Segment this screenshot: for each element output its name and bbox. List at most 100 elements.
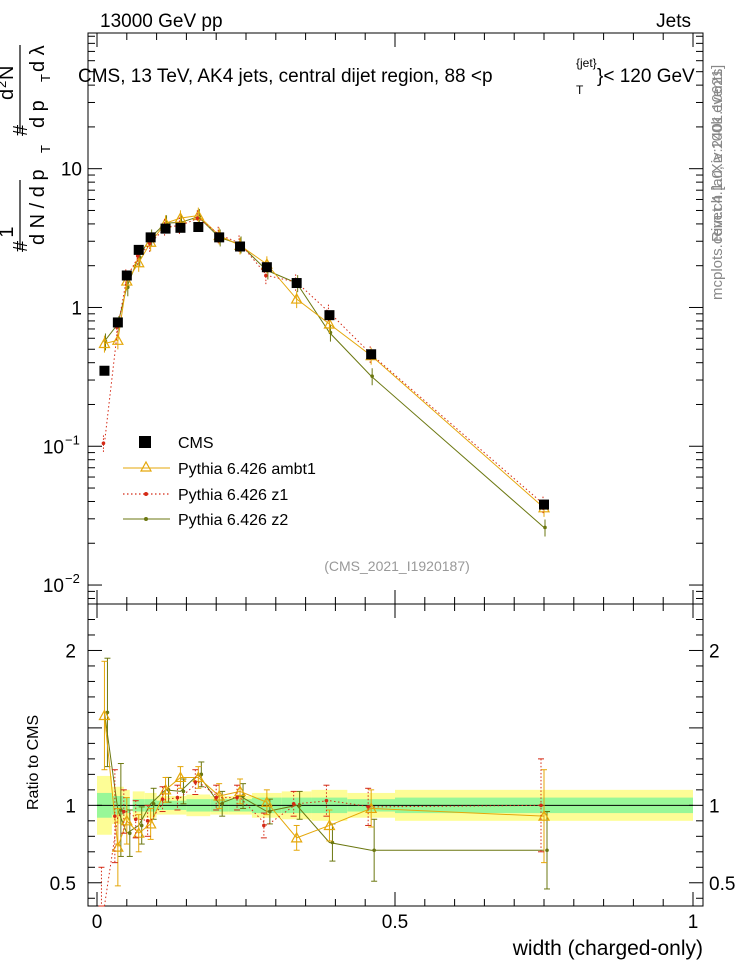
ylabel-sub-t2: T — [38, 74, 53, 82]
ratio-marker-2 — [193, 780, 198, 784]
ratio-marker-3 — [139, 823, 144, 828]
ratio-marker-3 — [372, 848, 376, 853]
ratio-marker-3 — [330, 840, 335, 845]
cms-marker — [145, 232, 156, 243]
x-tick-label: 1 — [688, 912, 699, 933]
ylabel-sub-t: T — [38, 145, 53, 153]
cms-marker — [291, 278, 302, 289]
series-line-3 — [104, 216, 545, 528]
upper-tick-exponent: −2 — [65, 571, 80, 586]
ratio-ambt1-marker — [111, 840, 124, 852]
cms-marker — [366, 349, 377, 360]
ylabel-denominator2: d p — [27, 100, 49, 128]
ratio-marker-3 — [220, 801, 224, 806]
x-tick-label: 0 — [92, 912, 103, 933]
cms-marker — [261, 262, 272, 273]
series-line-1 — [104, 214, 545, 509]
ylabel-hash1: # — [10, 240, 32, 252]
upper-tick-label: 10 — [43, 437, 64, 458]
ratio-marker-2 — [291, 801, 296, 806]
x-axis-label: width (charged-only) — [512, 937, 703, 960]
title-sub: T — [576, 83, 584, 97]
ratio-marker-2 — [235, 795, 239, 800]
ratio-marker-2 — [324, 798, 329, 803]
ratio-tick-label-left: 0.5 — [50, 874, 76, 895]
ratio-ambt1-marker — [120, 814, 133, 826]
ratio-marker-2 — [122, 809, 126, 814]
ratio-ambt1-marker — [290, 831, 303, 843]
ambt1-marker — [98, 337, 111, 349]
ylabel-n: N — [0, 66, 18, 80]
ratio-marker-3 — [151, 801, 156, 806]
ratio-marker-2 — [214, 795, 218, 800]
ratio-y-label: Ratio to CMS — [25, 715, 42, 810]
ambt1-marker — [120, 274, 133, 286]
cms-marker — [193, 222, 204, 233]
cms-marker — [112, 317, 123, 328]
ambt1-marker — [132, 256, 145, 268]
ratio-ambt1-marker — [159, 783, 172, 795]
ylabel-one: 1 — [0, 226, 18, 237]
upper-y-label: # 1 d N / d p T # d 2 N d p T d λ — [0, 45, 53, 252]
upper-tick-label: 10 — [43, 576, 64, 597]
ylabel-numerator: d — [0, 89, 18, 100]
ratio-marker-2 — [113, 814, 117, 818]
plot-title: CMS, 13 TeV, AK4 jets, central dijet reg… — [78, 56, 695, 97]
ratio-marker-3 — [181, 789, 186, 794]
x-tick-label: 0.5 — [382, 912, 408, 933]
ratio-marker-3 — [545, 848, 549, 853]
ratio-marker-2 — [366, 805, 370, 809]
ambt1-marker — [111, 334, 124, 345]
legend-ambt1-marker — [139, 460, 153, 472]
series-marker-3 — [370, 374, 374, 378]
cms-marker — [121, 270, 132, 281]
ylabel-dlambda: d λ — [27, 45, 49, 72]
ratio-marker-3 — [297, 803, 302, 808]
legend-z1-label: Pythia 6.426 z1 — [178, 487, 288, 504]
side-label-bottom: mcplots.cern.ch [arXiv:2401.10621] — [709, 65, 726, 300]
upper-tick-label: 10 — [61, 160, 82, 181]
ratio-bands — [97, 775, 693, 835]
ylabel-denominator: d N / d p — [27, 169, 49, 245]
series-marker-2 — [135, 254, 140, 258]
upper-tick-exponent: −1 — [65, 432, 80, 447]
legend-z1-marker — [144, 492, 148, 496]
ratio-marker-2 — [145, 819, 150, 823]
cms-marker — [324, 310, 335, 321]
ratio-ambt1-marker — [174, 771, 187, 783]
header-right: Jets — [656, 11, 691, 32]
ratio-ambt1-marker — [234, 785, 247, 796]
ratio-marker-2 — [133, 817, 138, 822]
side-label-top: Rivet 4.1.0, ≥ 100k events — [709, 69, 726, 242]
title-sup: {jet} — [576, 56, 597, 70]
lower-frame — [87, 603, 704, 907]
ylabel-sup-2: 2 — [0, 81, 9, 88]
series-marker-3 — [543, 525, 547, 530]
title-tail: }< 120 GeV — [597, 66, 695, 87]
legend-z2-marker — [144, 517, 148, 521]
title-main: CMS, 13 TeV, AK4 jets, central dijet reg… — [78, 66, 493, 87]
legend-z2-label: Pythia 6.426 z2 — [178, 512, 288, 529]
ratio-tick-label-left: 1 — [65, 796, 76, 817]
ratio-tick-label-right: 0.5 — [709, 874, 735, 895]
ambt1-marker — [323, 317, 336, 329]
ylabel-hash2: # — [10, 124, 32, 136]
cms-marker — [235, 241, 246, 252]
cms-marker — [99, 365, 110, 376]
upper-series — [98, 207, 551, 537]
cms-marker — [539, 499, 549, 510]
header-left: 13000 GeV pp — [100, 11, 223, 32]
legend: CMS Pythia 6.426 ambt1 Pythia 6.426 z1 P… — [123, 435, 316, 529]
cms-marker — [214, 232, 225, 243]
ratio-line-2 — [103, 781, 545, 907]
series-marker-2 — [147, 241, 152, 246]
ratio-ambt1-marker — [260, 796, 273, 807]
legend-cms-marker — [139, 436, 151, 448]
analysis-watermark: (CMS_2021_I1920187) — [324, 558, 470, 574]
ratio-marker-2 — [262, 823, 266, 828]
legend-cms-label: CMS — [178, 435, 214, 452]
ratio-marker-3 — [128, 831, 132, 836]
ratio-marker-2 — [539, 803, 543, 808]
series-marker-2 — [264, 273, 268, 278]
ratio-marker-3 — [268, 809, 272, 814]
